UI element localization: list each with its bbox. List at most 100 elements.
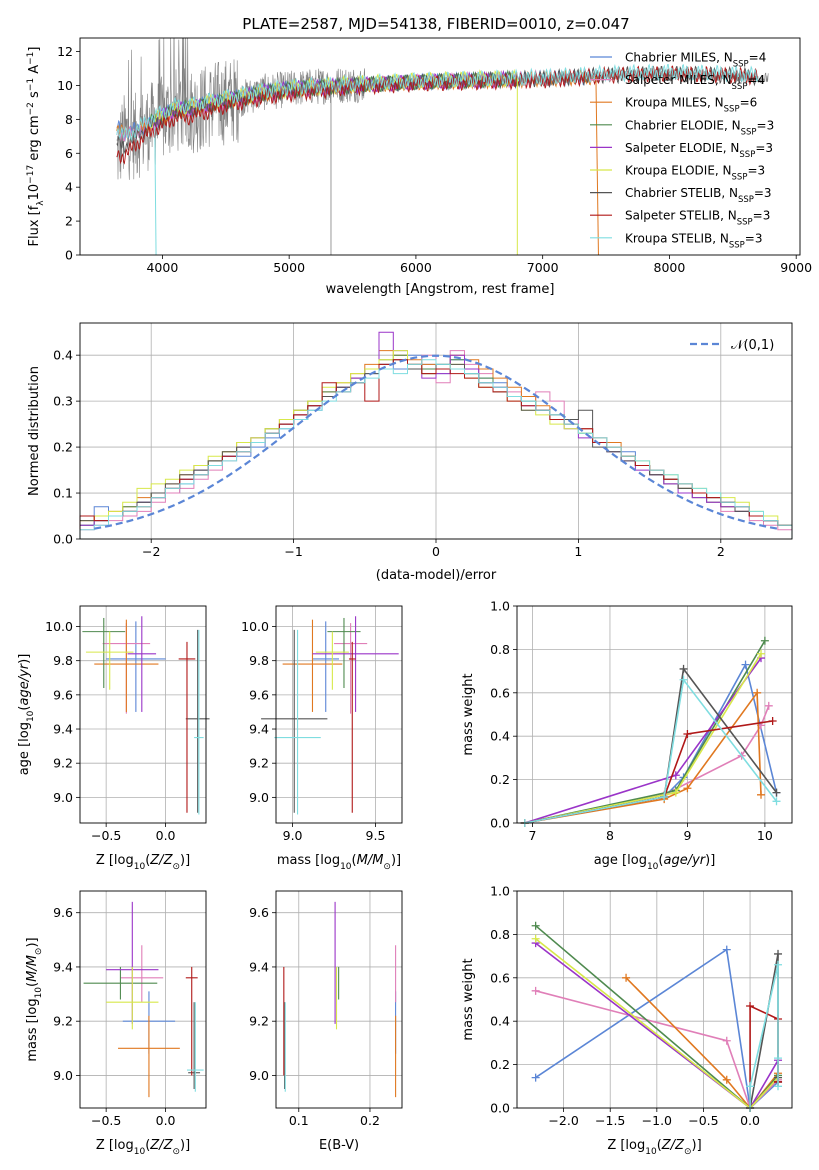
x-tick-label: 0.0	[156, 828, 176, 843]
label-part: Z/Z	[149, 853, 173, 868]
y-tick-label: 0.0	[53, 532, 73, 547]
model-spectrum	[116, 63, 759, 142]
y-tick-label: 4	[65, 180, 73, 195]
y-axis-label: mass weight	[461, 958, 476, 1040]
y-axis-label: age [log10(age/yr)]	[17, 654, 36, 776]
weight-marker	[760, 636, 769, 645]
label-part: M/M	[357, 853, 384, 868]
legend-name: Kroupa ELODIE, N	[625, 164, 732, 178]
label-part: )]	[391, 853, 401, 868]
label-part: 10	[27, 184, 42, 201]
x-tick-label: 0.1	[289, 1113, 309, 1128]
label-part: Z [log	[607, 1138, 645, 1153]
axes-frame	[275, 890, 403, 1109]
y-tick-label: 9.8	[249, 653, 269, 668]
y-tick-label: 9.4	[249, 959, 269, 974]
y-tick-label: 0.0	[490, 1101, 510, 1116]
legend-count: =3	[747, 164, 765, 178]
x-tick-label: 9.0	[283, 828, 303, 843]
x-axis-label: (data-model)/error	[376, 568, 497, 583]
y-tick-label: 0.2	[490, 1057, 510, 1072]
x-tick-label: 0	[432, 544, 440, 559]
y-tick-label: 9.0	[53, 1068, 73, 1083]
y-tick-label: 0.4	[490, 729, 510, 744]
label-part: age [log	[594, 853, 647, 868]
legend-count: =6	[740, 96, 758, 110]
histogram-series	[79, 359, 793, 539]
weight-series	[524, 677, 778, 824]
axes-frame	[275, 605, 403, 824]
legend-entry: Kroupa ELODIE, NSSP=3	[625, 164, 765, 183]
label-part: 10	[645, 1147, 657, 1157]
legend-sub: SSP	[724, 105, 740, 115]
label-part: ⊙	[383, 862, 391, 872]
weight-marker	[746, 1002, 755, 1011]
y-tick-label: 12	[57, 44, 73, 59]
weight-marker	[531, 934, 540, 943]
label-part: M/M	[25, 955, 40, 982]
y-tick-label: 0.3	[53, 394, 73, 409]
y-tick-label: 9.2	[53, 756, 73, 771]
label-part: (	[25, 982, 40, 987]
label-part: −1	[26, 52, 36, 65]
legend-sub: SSP	[732, 173, 748, 183]
y-tick-label: 0.2	[490, 772, 510, 787]
legend-entry: Salpeter MILES, NSSP=4	[625, 73, 765, 92]
weight-marker	[774, 960, 783, 969]
x-tick-label: −2	[142, 544, 160, 559]
y-tick-label: 0.1	[53, 486, 73, 501]
weight-marker	[764, 701, 773, 710]
y-tick-label: 9.2	[249, 1014, 269, 1029]
mass_vs_Z-panel: −0.5 0.09.09.29.49.6Z [log10(Z/Z⊙)]mass […	[25, 890, 207, 1157]
y-tick-label: 0.0	[490, 816, 510, 831]
axes-frame	[79, 322, 793, 540]
label-part: 10	[134, 1147, 146, 1157]
weight-marker	[679, 675, 688, 684]
legend-sub: SSP	[732, 82, 748, 92]
label-part: (	[145, 853, 150, 868]
label-part: )]	[180, 853, 190, 868]
legend-entry: Chabrier ELODIE, NSSP=3	[625, 118, 774, 137]
plots-layer: 4000 5000 6000 7000 8000 9000024681012wavelen…	[17, 37, 812, 1157]
label-part: 10	[647, 862, 659, 872]
label-part: )]	[692, 1138, 702, 1153]
weight-marker	[746, 1082, 755, 1091]
axes-frame	[79, 605, 207, 824]
label-part: 10	[34, 987, 44, 999]
weight-marker	[772, 788, 781, 797]
y-axis-label: mass [log10(M/M⊙)]	[25, 937, 44, 1061]
legend-entry: Chabrier STELIB, NSSP=3	[625, 186, 772, 205]
label-part: ⊙	[684, 1147, 692, 1157]
x-tick-label: 6000	[400, 260, 432, 275]
y-tick-label: 2	[65, 214, 73, 229]
model-spectrum	[116, 65, 759, 165]
legend-sub: SSP	[739, 150, 755, 160]
label-part: −2	[26, 102, 36, 115]
y-tick-label: 0.8	[490, 927, 510, 942]
legend-sub: SSP	[738, 195, 754, 205]
label-part: Z/Z	[149, 1138, 173, 1153]
label-part: erg cm	[27, 115, 42, 164]
weight_vs_Z-panel: −2.0 −1.5 −1.0 −0.5 0.0 0.0 0.2 0.4 0.6 0.8 1.0 Z […	[461, 884, 793, 1157]
label-part: 10	[134, 862, 146, 872]
weight-marker	[774, 1082, 783, 1091]
weight-marker	[683, 730, 692, 739]
x-tick-label: 0.2	[360, 1113, 380, 1128]
weight-marker	[722, 945, 731, 954]
residuals-panel: −2 −1 0 1 2 0.0 0.1 0.2 0.3 0.4 (data-model)/error…	[27, 322, 793, 583]
label-part: Z [log	[96, 853, 134, 868]
label-part: E(B-V)	[319, 1138, 359, 1153]
weight-marker	[660, 792, 669, 801]
weight-marker	[753, 688, 762, 697]
weight-marker	[768, 717, 777, 726]
label-part: Z/Z	[661, 1138, 685, 1153]
x-axis-label: mass [log10(M/M⊙)]	[277, 853, 401, 872]
x-tick-label: −1.5	[595, 1113, 625, 1128]
label-part: )]	[25, 937, 40, 947]
y-tick-label: 9.6	[53, 905, 73, 920]
legend-name: Salpeter MILES, N	[625, 73, 732, 87]
label-part: (	[352, 853, 357, 868]
label-part: 10	[340, 862, 352, 872]
legend-count: =4	[747, 73, 765, 87]
